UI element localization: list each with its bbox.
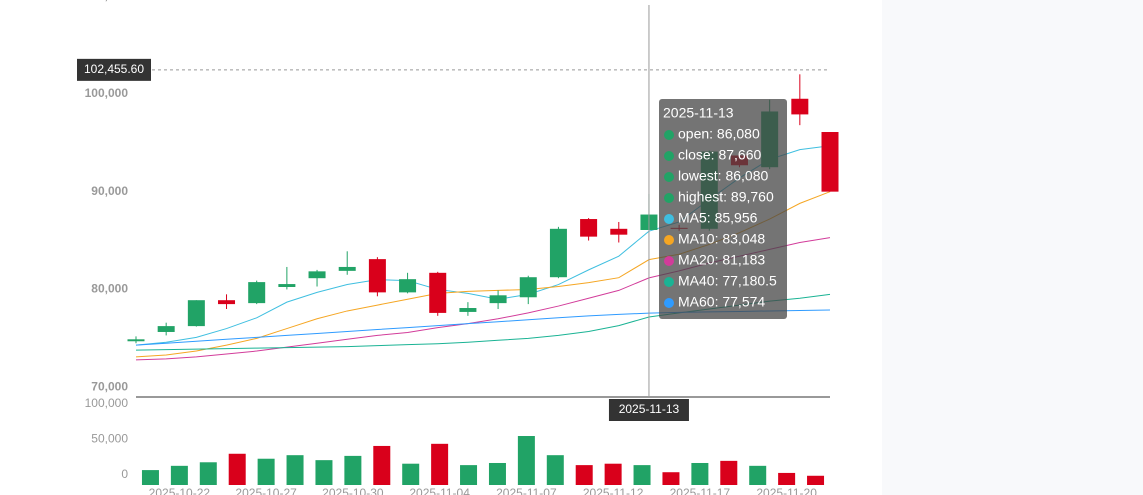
candle-body — [399, 279, 417, 293]
tooltip-row: lowest: 86,080 — [678, 168, 768, 184]
y-tick-label: 70,000 — [91, 379, 128, 393]
tooltip-dot — [664, 193, 674, 203]
x-tick-label: 2025-11-04 — [409, 486, 470, 495]
volume-bar — [749, 465, 767, 485]
volume-bar — [488, 462, 506, 485]
tooltip-dot — [664, 277, 674, 287]
y-tick-label: 100,000 — [85, 86, 129, 100]
y-tick-label: 90,000 — [91, 184, 128, 198]
tooltip-dot — [664, 172, 674, 182]
candle-body — [821, 132, 839, 192]
volume-bar — [807, 475, 825, 485]
volume-bar — [170, 465, 188, 485]
tooltip-row: MA20: 81,183 — [678, 252, 765, 268]
x-tick-label: 2025-11-07 — [496, 486, 557, 495]
volume-bar — [662, 472, 680, 485]
volume-bar — [691, 462, 709, 485]
tooltip-row: open: 86,080 — [678, 126, 760, 142]
volume-bar — [286, 455, 304, 485]
candle-body — [278, 284, 296, 287]
candle-body — [610, 228, 628, 235]
side-panel — [882, 0, 1143, 495]
volume-bar — [431, 443, 449, 485]
tooltip-title: 2025-11-13 — [663, 105, 734, 121]
tooltip-row: MA10: 83,048 — [678, 231, 765, 247]
tooltip-box — [659, 99, 787, 319]
x-tick-label: 2025-10-22 — [149, 486, 211, 495]
pointer-y-box — [77, 58, 151, 81]
candle-body — [338, 266, 356, 271]
volume-bar — [575, 465, 593, 485]
candle-body — [157, 326, 175, 332]
candle-body — [519, 277, 537, 298]
candle-body — [218, 300, 236, 305]
candle-body — [187, 300, 205, 327]
volume-bar — [402, 463, 420, 485]
chart: 70,000 80,000 90,000 100,000 110,000 0 50,000 1… — [77, 0, 839, 495]
volume-bar — [373, 445, 391, 485]
tooltip-dot — [664, 214, 674, 224]
candle-body — [580, 219, 598, 237]
tooltip-row: close: 87,660 — [678, 147, 761, 163]
tooltip-row: highest: 89,760 — [678, 189, 774, 205]
tooltip-dot — [664, 235, 674, 245]
volume-tick-label: 100,000 — [85, 396, 129, 410]
candle-body — [549, 228, 567, 278]
tooltip-row: MA40: 77,180.5 — [678, 273, 777, 289]
candle-body — [429, 272, 447, 313]
volume-bar — [546, 455, 564, 485]
volume-bar — [344, 455, 362, 485]
volume-tick-label: 0 — [121, 467, 128, 481]
tooltip-row: MA5: 85,956 — [678, 210, 758, 226]
x-tick-label: 2025-11-12 — [583, 486, 644, 495]
x-tick-label: 2025-11-20 — [756, 486, 817, 495]
pointer-x-box — [608, 399, 689, 421]
x-tick-label: 2025-10-30 — [322, 486, 384, 495]
tooltip-dot — [664, 298, 674, 308]
tooltip-dot — [664, 151, 674, 161]
candle-body — [127, 339, 145, 342]
candle-body — [308, 271, 326, 279]
volume-bar — [517, 436, 535, 485]
candle-body — [368, 259, 386, 293]
volume-bar — [228, 453, 246, 485]
y-tick-label: 80,000 — [91, 282, 128, 296]
y-tick-label: 110,000 — [85, 0, 128, 2]
volume-bar — [633, 465, 651, 485]
volume-bar — [778, 472, 796, 485]
candle-body — [248, 282, 266, 304]
x-tick-label: 2025-10-27 — [235, 486, 297, 495]
tooltip-row: MA60: 77,574 — [678, 294, 765, 310]
x-tick-label: 2025-11-17 — [670, 486, 731, 495]
volume-bar — [604, 463, 622, 485]
candle-body — [489, 295, 507, 304]
tooltip-dot — [664, 130, 674, 140]
volume-bar — [315, 460, 333, 485]
tooltip-dot — [664, 256, 674, 266]
volume-bar — [720, 460, 738, 485]
volume-tick-label: 50,000 — [91, 432, 128, 446]
candle-body — [791, 98, 809, 115]
volume-bar — [199, 462, 217, 485]
candle-body — [459, 308, 477, 312]
pointer-x-label: 2025-11-13 — [619, 402, 680, 416]
volume-bar — [460, 465, 478, 485]
volume-bar — [257, 458, 275, 485]
volume-bar — [141, 470, 159, 485]
pointer-y-label: 102,455.60 — [84, 62, 144, 76]
